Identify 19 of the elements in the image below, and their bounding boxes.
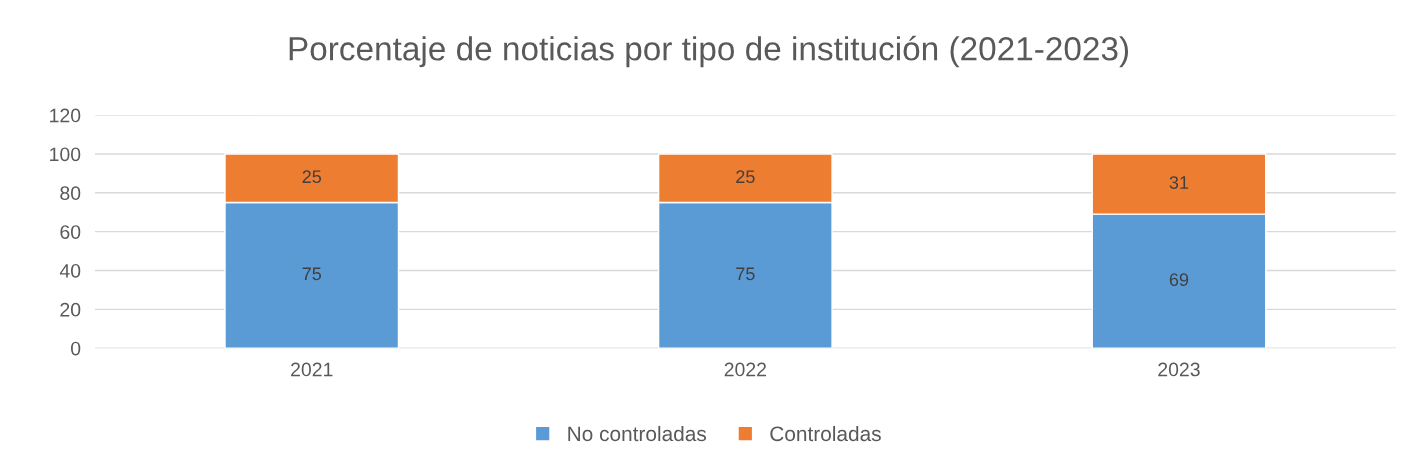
- y-tick-label: 100: [50, 147, 81, 162]
- data-label: 75: [736, 267, 755, 281]
- y-tick-label: 120: [50, 108, 81, 123]
- legend-label: Controladas: [770, 425, 881, 442]
- x-tick-label: 2023: [1158, 362, 1200, 377]
- data-label: 69: [1169, 273, 1189, 287]
- chart-title: Porcentaje de noticias por tipo de institución (2021-2023): [289, 35, 1129, 68]
- data-label: 25: [302, 170, 322, 184]
- y-tick-label: 60: [60, 225, 81, 239]
- y-tick-label: 80: [60, 186, 81, 201]
- data-label: 25: [736, 170, 755, 184]
- x-tick-label: 2022: [724, 362, 766, 377]
- x-tick-label: 2021: [291, 362, 333, 377]
- y-tick-label: 20: [60, 302, 81, 317]
- y-tick-label: 0: [71, 341, 81, 356]
- y-tick-label: 40: [59, 263, 81, 278]
- data-label: 31: [1169, 176, 1189, 189]
- data-label: 75: [302, 267, 322, 281]
- legend-label: No controladas: [568, 425, 707, 442]
